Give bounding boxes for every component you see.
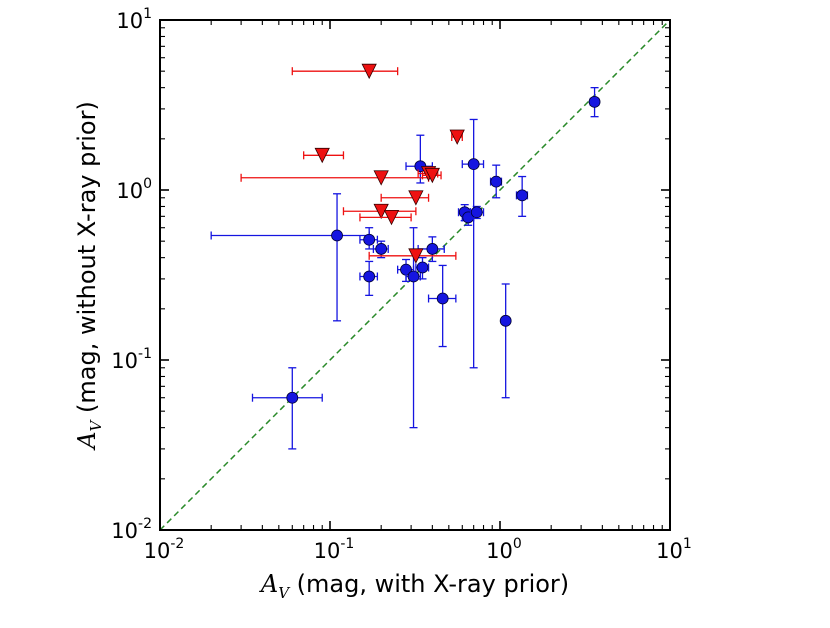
data-point xyxy=(363,233,376,246)
y-axis-text: (mag, without X-ray prior) xyxy=(73,101,101,420)
y-axis-subscript: V xyxy=(87,418,105,431)
upper-limit-point xyxy=(408,248,424,264)
y-tick-label-base: 10 xyxy=(111,519,138,543)
data-point xyxy=(588,95,601,108)
upper-limit-point xyxy=(373,170,389,186)
y-tick-label-base: 10 xyxy=(116,9,143,33)
x-tick-label-exponent: 1 xyxy=(683,536,692,552)
y-tick-label-exponent: 0 xyxy=(143,176,152,192)
y-tick-label: 100 xyxy=(116,176,152,203)
y-tick-label-base: 10 xyxy=(111,349,138,373)
data-point xyxy=(363,270,376,283)
y-axis-symbol: A xyxy=(73,431,101,450)
y-tick-label-base: 10 xyxy=(116,179,143,203)
y-tick-label: 10-1 xyxy=(111,346,152,373)
data-point xyxy=(375,243,388,255)
upper-limit-point xyxy=(424,167,440,184)
series-upper-limits xyxy=(240,63,465,264)
x-tick-label-base: 10 xyxy=(656,539,683,563)
x-axis-title: AV (mag, with X-ray prior) xyxy=(259,570,569,602)
data-point xyxy=(516,189,529,202)
x-tick-label: 101 xyxy=(656,536,692,563)
upper-limit-point xyxy=(314,147,330,164)
x-tick-label-base: 10 xyxy=(486,539,513,563)
x-tick-label-exponent: 0 xyxy=(513,536,522,552)
data-point xyxy=(436,292,449,305)
x-axis-symbol: A xyxy=(259,570,278,598)
y-tick-label: 101 xyxy=(116,6,152,33)
x-axis-text: (mag, with X-ray prior) xyxy=(289,570,569,598)
data-point xyxy=(416,261,429,274)
plot-area xyxy=(159,19,671,531)
data-point xyxy=(331,229,343,242)
upper-limit-point xyxy=(361,63,377,80)
upper-limit-point xyxy=(449,129,465,145)
y-tick-label-exponent: 1 xyxy=(143,6,152,22)
x-axis-subscript: V xyxy=(278,584,291,602)
data-point xyxy=(467,158,480,171)
upper-limit-point xyxy=(408,190,424,206)
x-tick-label: 10-2 xyxy=(144,536,185,563)
data-point xyxy=(407,270,420,283)
y-axis-title: AV (mag, without X-ray prior) xyxy=(73,101,105,451)
data-point xyxy=(499,314,512,327)
x-tick-label-base: 10 xyxy=(314,539,341,563)
data-point xyxy=(426,243,439,255)
y-tick-label-exponent: -2 xyxy=(138,516,152,532)
x-tick-label: 100 xyxy=(486,536,522,563)
plot-frame xyxy=(159,19,671,531)
x-tick-label-base: 10 xyxy=(144,539,171,563)
data-point xyxy=(470,206,483,219)
x-tick-label-exponent: -1 xyxy=(340,536,354,552)
upper-limit-point xyxy=(383,209,400,226)
y-tick-label: 10-2 xyxy=(111,516,152,543)
x-tick-label-exponent: -2 xyxy=(170,536,184,552)
x-tick-label: 10-1 xyxy=(314,536,355,563)
data-point xyxy=(490,175,503,188)
data-point xyxy=(286,391,299,404)
y-tick-label-exponent: -1 xyxy=(138,346,152,362)
